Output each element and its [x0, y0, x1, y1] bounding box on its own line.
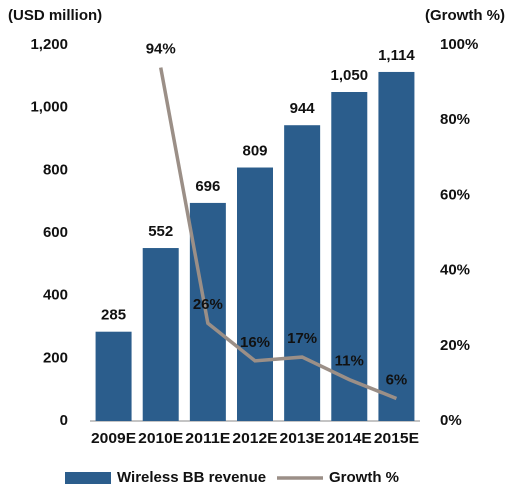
bar	[284, 125, 321, 422]
y-tick-label: 800	[43, 161, 68, 178]
x-tick-label: 2009E	[91, 430, 136, 447]
y2-tick-label: 40%	[440, 262, 470, 279]
line	[158, 67, 398, 401]
legend-label: Wireless BB revenue	[117, 469, 266, 486]
y-tick-label: 1,200	[30, 36, 68, 53]
bar	[95, 331, 132, 421]
y2-tick-label: 60%	[440, 186, 470, 203]
bar-label: 552	[148, 223, 173, 240]
bar	[189, 202, 226, 421]
line-label: 11%	[335, 353, 364, 370]
y-tick-label: 0	[60, 412, 68, 429]
bar	[142, 248, 179, 421]
y-tick-label: 400	[43, 287, 68, 304]
bar-label: 944	[290, 100, 316, 117]
x-tick-label: 2011E	[185, 430, 230, 447]
y2-tick-label: 80%	[440, 111, 470, 128]
y-tick-label: 600	[43, 224, 68, 241]
bar-label: 809	[242, 142, 267, 159]
line-label: 17%	[287, 330, 317, 347]
bar-label: 285	[101, 307, 126, 324]
y2-tick-label: 100%	[440, 36, 478, 53]
line-label: 26%	[193, 296, 223, 313]
x-tick-label: 2010E	[138, 430, 183, 447]
bar	[378, 71, 415, 422]
line-label: 94%	[146, 41, 176, 58]
y2-tick-label: 0%	[440, 412, 462, 429]
bar	[331, 92, 368, 421]
y2-axis-label: (Growth %)	[425, 7, 505, 24]
line-label: 6%	[386, 371, 408, 388]
x-tick-label: 2013E	[280, 430, 325, 447]
line-label: 16%	[240, 334, 270, 351]
x-tick-label: 2015E	[374, 430, 419, 447]
y-tick-label: 1,000	[30, 99, 68, 116]
x-tick-label: 2014E	[327, 430, 372, 447]
bar-label: 1,050	[331, 67, 369, 84]
bar-label: 1,114	[378, 47, 415, 64]
legend-label: Growth %	[329, 469, 399, 486]
bar-label: 696	[195, 178, 220, 195]
x-tick-label: 2012E	[232, 430, 277, 447]
y-axis-label: (USD million)	[8, 7, 102, 24]
y2-tick-label: 20%	[440, 337, 470, 354]
y-tick-label: 200	[43, 349, 68, 366]
bar	[237, 167, 273, 421]
legend-swatch	[65, 472, 111, 484]
